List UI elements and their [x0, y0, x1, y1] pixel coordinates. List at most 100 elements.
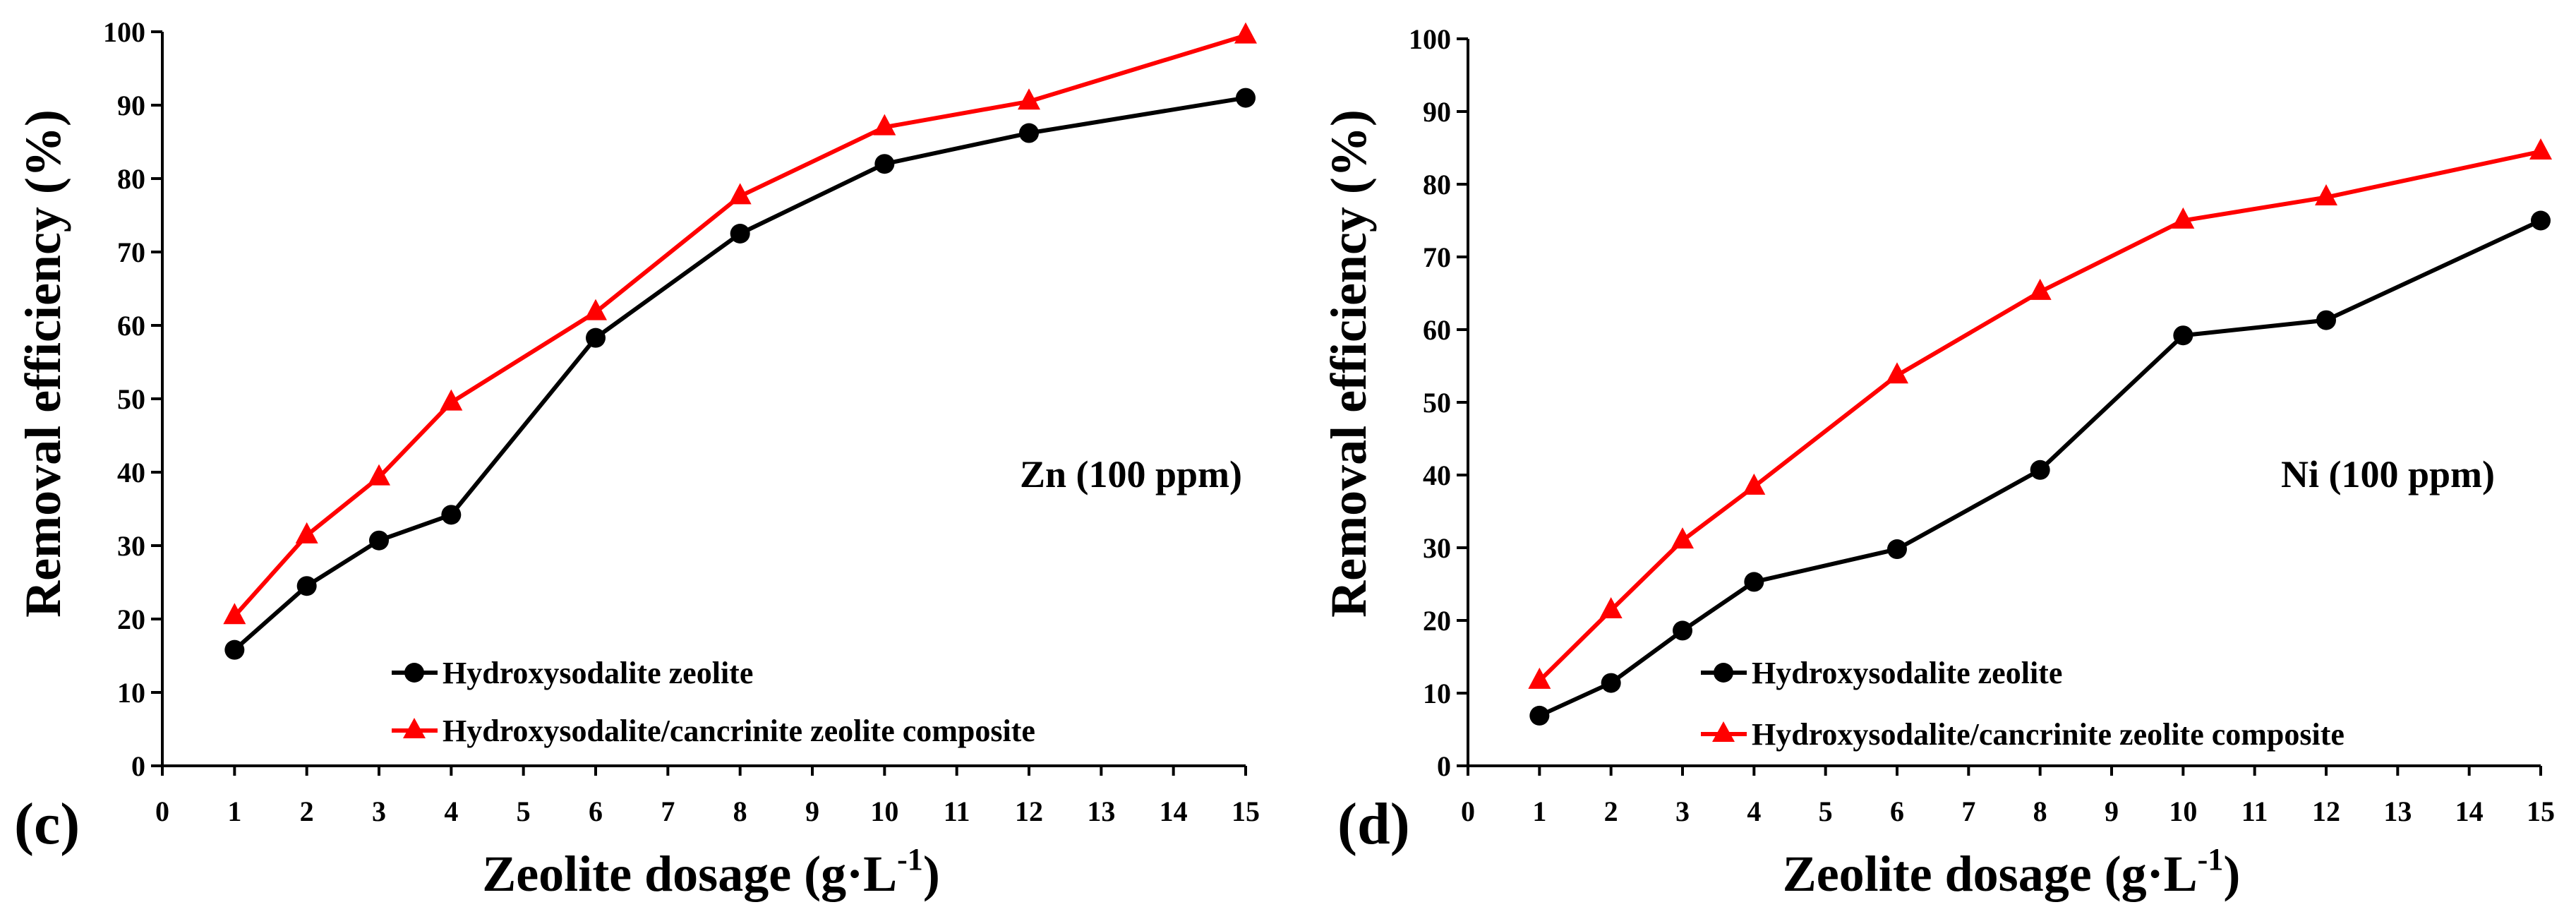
- series-line-composite: [1538, 149, 2541, 683]
- y-tick-label: 20: [1423, 605, 1451, 637]
- legend-marker-circle: [404, 663, 424, 683]
- data-point-hydroxysodalite: [296, 576, 317, 596]
- data-point-composite: [1599, 596, 1623, 618]
- y-tick-label: 20: [117, 603, 145, 635]
- panel-annotation: Zn (100 ppm): [1020, 453, 1242, 495]
- data-point-hydroxysodalite: [1019, 123, 1039, 143]
- x-tick-label: 6: [589, 795, 603, 827]
- y-tick-label: 90: [117, 90, 145, 121]
- x-axis-title-main: Zeolite dosage (g·L: [1783, 846, 2198, 902]
- y-axis-title: Removal efficiency (%): [1320, 109, 1377, 618]
- x-axis-title-main: Zeolite dosage (g·L: [482, 846, 897, 902]
- x-tick-label: 4: [444, 795, 458, 827]
- data-point-hydroxysodalite: [730, 224, 750, 244]
- data-point-hydroxysodalite: [1529, 705, 1550, 726]
- x-tick-label: 3: [372, 795, 386, 827]
- x-tick-label: 5: [517, 795, 531, 827]
- data-point-composite: [2172, 207, 2195, 229]
- data-point-hydroxysodalite: [2531, 210, 2551, 231]
- y-tick-label: 50: [117, 383, 145, 415]
- panel-annotation: Ni (100 ppm): [2281, 453, 2495, 495]
- legend-label: Hydroxysodalite zeolite: [443, 656, 753, 690]
- data-point-hydroxysodalite: [2316, 310, 2336, 330]
- data-point-composite: [2529, 138, 2552, 160]
- y-tick-label: 100: [103, 16, 145, 48]
- y-tick-label: 10: [1423, 678, 1451, 709]
- data-point-hydroxysodalite: [586, 328, 606, 348]
- data-point-hydroxysodalite: [874, 154, 895, 174]
- x-tick-label: 10: [2169, 795, 2197, 827]
- x-axis-title-end: ): [923, 846, 940, 902]
- y-tick-label: 40: [117, 457, 145, 488]
- x-axis-title-end: ): [2223, 846, 2240, 902]
- y-tick-label: 70: [1423, 241, 1451, 273]
- x-tick-label: 8: [2033, 795, 2047, 827]
- legend-marker-circle: [1714, 663, 1733, 683]
- x-tick-label: 3: [1675, 795, 1690, 827]
- data-point-composite: [1018, 88, 1040, 110]
- x-tick-label: 15: [2527, 795, 2555, 827]
- x-tick-label: 9: [805, 795, 819, 827]
- x-tick-label: 11: [2241, 795, 2268, 827]
- data-point-composite: [584, 299, 607, 320]
- data-point-hydroxysodalite: [1601, 673, 1621, 693]
- x-tick-label: 13: [2383, 795, 2412, 827]
- data-point-composite: [295, 522, 318, 543]
- legend-marker-triangle: [403, 718, 426, 738]
- y-axis-title: Removal efficiency (%): [15, 109, 71, 618]
- y-tick-label: 0: [1437, 750, 1451, 782]
- x-tick-label: 0: [1461, 795, 1475, 827]
- data-point-composite: [2028, 278, 2052, 300]
- x-tick-label: 4: [1747, 795, 1761, 827]
- x-tick-label: 0: [155, 795, 169, 827]
- data-point-hydroxysodalite: [2173, 325, 2193, 346]
- panel-label: (c): [14, 791, 80, 857]
- x-tick-label: 7: [1961, 795, 1975, 827]
- x-tick-label: 11: [944, 795, 970, 827]
- y-tick-label: 80: [1423, 169, 1451, 200]
- y-tick-label: 40: [1423, 459, 1451, 491]
- x-axis-title: Zeolite dosage (g·L-1): [482, 842, 940, 902]
- y-tick-label: 60: [117, 310, 145, 342]
- x-tick-label: 1: [1532, 795, 1546, 827]
- data-point-hydroxysodalite: [369, 530, 389, 551]
- x-axis-title-superscript: -1: [897, 842, 923, 877]
- x-tick-label: 13: [1087, 795, 1115, 827]
- data-point-composite: [2315, 184, 2337, 205]
- panel-label: (d): [1337, 791, 1410, 857]
- y-tick-label: 100: [1409, 23, 1451, 55]
- y-tick-label: 30: [1423, 532, 1451, 564]
- y-tick-label: 10: [117, 677, 145, 709]
- data-point-composite: [1528, 667, 1551, 689]
- data-point-hydroxysodalite: [441, 505, 462, 525]
- x-tick-label: 15: [1232, 795, 1260, 827]
- x-tick-label: 6: [1890, 795, 1904, 827]
- y-tick-label: 30: [117, 530, 145, 562]
- y-tick-label: 70: [117, 236, 145, 268]
- data-point-hydroxysodalite: [1887, 539, 1907, 560]
- legend-label: Hydroxysodalite/cancrinite zeolite compo…: [443, 714, 1035, 748]
- x-tick-label: 2: [300, 795, 314, 827]
- data-point-composite: [873, 114, 896, 136]
- data-point-hydroxysodalite: [2030, 459, 2050, 480]
- x-tick-label: 14: [2455, 795, 2484, 827]
- data-point-hydroxysodalite: [224, 639, 245, 660]
- data-point-composite: [368, 464, 390, 486]
- data-point-hydroxysodalite: [1236, 88, 1256, 108]
- x-tick-label: 9: [2105, 795, 2119, 827]
- x-tick-label: 12: [2312, 795, 2340, 827]
- x-tick-label: 5: [1819, 795, 1833, 827]
- legend-label: Hydroxysodalite/cancrinite zeolite compo…: [1752, 717, 2345, 752]
- x-tick-label: 14: [1160, 795, 1188, 827]
- data-point-hydroxysodalite: [1673, 620, 1692, 641]
- data-point-composite: [1234, 22, 1257, 44]
- y-tick-label: 80: [117, 163, 145, 195]
- x-tick-label: 12: [1015, 795, 1043, 827]
- x-tick-label: 2: [1604, 795, 1618, 827]
- data-point-composite: [223, 603, 246, 625]
- legend-label: Hydroxysodalite zeolite: [1752, 656, 2062, 690]
- data-point-composite: [1671, 527, 1694, 549]
